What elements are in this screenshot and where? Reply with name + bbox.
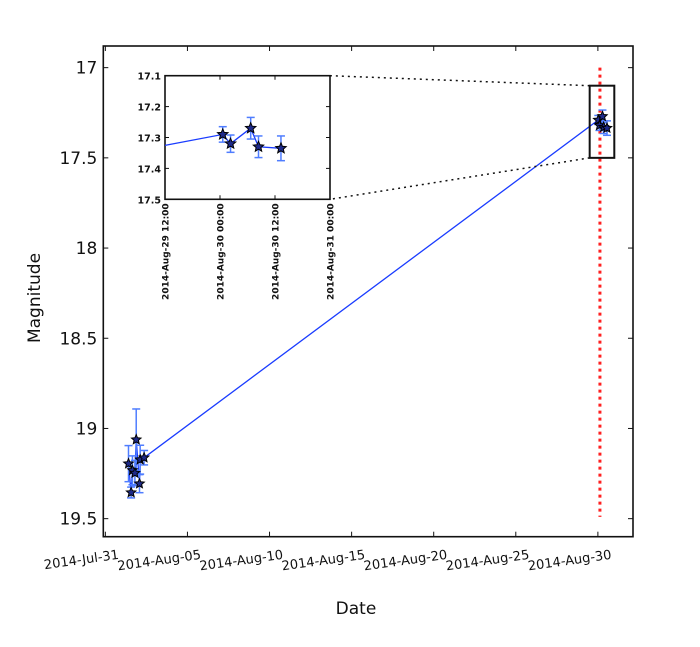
main-star-marker-0 bbox=[122, 457, 135, 469]
inset-star-marker-9 bbox=[224, 136, 238, 150]
x-tick-label: 2014-Aug-15 bbox=[281, 548, 366, 575]
inset-star-marker-8 bbox=[216, 127, 230, 140]
main-star-marker-1 bbox=[125, 486, 138, 498]
y-tick-label: 19.5 bbox=[59, 510, 97, 530]
main-star-marker-10 bbox=[596, 110, 609, 122]
x-tick-label: 2014-Aug-20 bbox=[363, 548, 448, 575]
inset-y-tick-label: 17.1 bbox=[138, 72, 161, 83]
main-star-marker-7 bbox=[138, 451, 151, 463]
inset-x-tick-label: 2014-Aug-30 12:00 bbox=[272, 203, 282, 300]
inset-x-tick-label: 2014-Aug-29 12:00 bbox=[162, 203, 172, 300]
inset-series-line bbox=[164, 127, 282, 149]
zoom-connector-bottom bbox=[329, 157, 590, 201]
y-tick-label: 19 bbox=[76, 419, 98, 439]
y-tick-label: 18.5 bbox=[59, 329, 97, 349]
main-plot: 17 17.5 18 18.5 19 19.5 2014-Jul-312014-Aug-05… bbox=[43, 45, 634, 575]
inset-y-tick-label: 17.2 bbox=[138, 103, 161, 114]
inset-star-marker-10 bbox=[244, 121, 258, 134]
x-axis-label: Date bbox=[336, 599, 377, 619]
inset-y-tick-label: 17.5 bbox=[138, 195, 161, 206]
inset-star-marker-11 bbox=[252, 140, 265, 153]
x-tick-label: 2014-Aug-10 bbox=[199, 548, 284, 575]
inset-x-tick-label: 2014-Aug-31 00:00 bbox=[327, 203, 337, 300]
main-star-marker-4 bbox=[130, 433, 143, 445]
y-axis-label: Magnitude bbox=[25, 253, 45, 343]
y-tick-label: 17.5 bbox=[59, 149, 97, 169]
zoom-connector-top bbox=[329, 74, 590, 87]
main-star-marker-5 bbox=[133, 477, 146, 489]
y-tick-label: 17 bbox=[76, 59, 98, 79]
x-tick-label: 2014-Aug-05 bbox=[117, 548, 202, 575]
inset-star-marker-12 bbox=[274, 141, 288, 154]
inset-y-tick-label: 17.4 bbox=[138, 164, 162, 175]
main-star-marker-3 bbox=[128, 466, 141, 479]
inset-y-tick-label: 17.3 bbox=[138, 134, 161, 145]
y-tick-label: 18 bbox=[76, 239, 98, 259]
x-tick-label: 2014-Aug-30 bbox=[527, 548, 612, 575]
x-tick-label: 2014-Aug-25 bbox=[445, 548, 530, 575]
main-star-marker-12 bbox=[600, 121, 613, 134]
zoom-region-box bbox=[588, 84, 616, 159]
inset-axes-frame bbox=[164, 74, 331, 201]
inset-x-tick-label: 2014-Aug-30 00:00 bbox=[217, 203, 227, 300]
x-tick-label: 2014-Jul-31 bbox=[43, 548, 120, 573]
